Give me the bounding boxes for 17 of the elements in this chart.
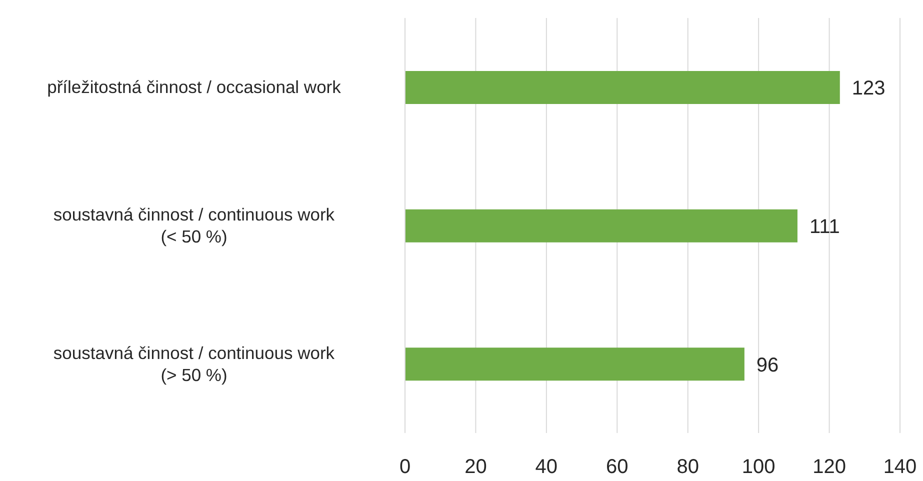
data-label: 96 (756, 354, 779, 376)
x-tick-label: 20 (464, 456, 487, 478)
x-tick-label: 0 (399, 456, 411, 478)
x-tick-label: 60 (606, 456, 628, 478)
y-tick-label: příležitostná činnost / occasional work (47, 77, 342, 98)
x-tick-label: 100 (742, 456, 776, 478)
x-tick-label: 80 (676, 456, 699, 478)
y-tick-label: soustavná činnost / continuous work (< 50 %) (53, 204, 335, 246)
bar (405, 71, 840, 104)
x-tick-label: 120 (812, 456, 846, 478)
x-tick-label: 140 (883, 456, 917, 478)
y-tick-label: soustavná činnost / continuous work (> 50 %) (53, 342, 335, 385)
bar (405, 209, 798, 242)
data-label: 123 (852, 78, 886, 100)
x-tick-label: 40 (535, 456, 558, 478)
data-label: 111 (809, 216, 840, 238)
bar (405, 348, 744, 381)
